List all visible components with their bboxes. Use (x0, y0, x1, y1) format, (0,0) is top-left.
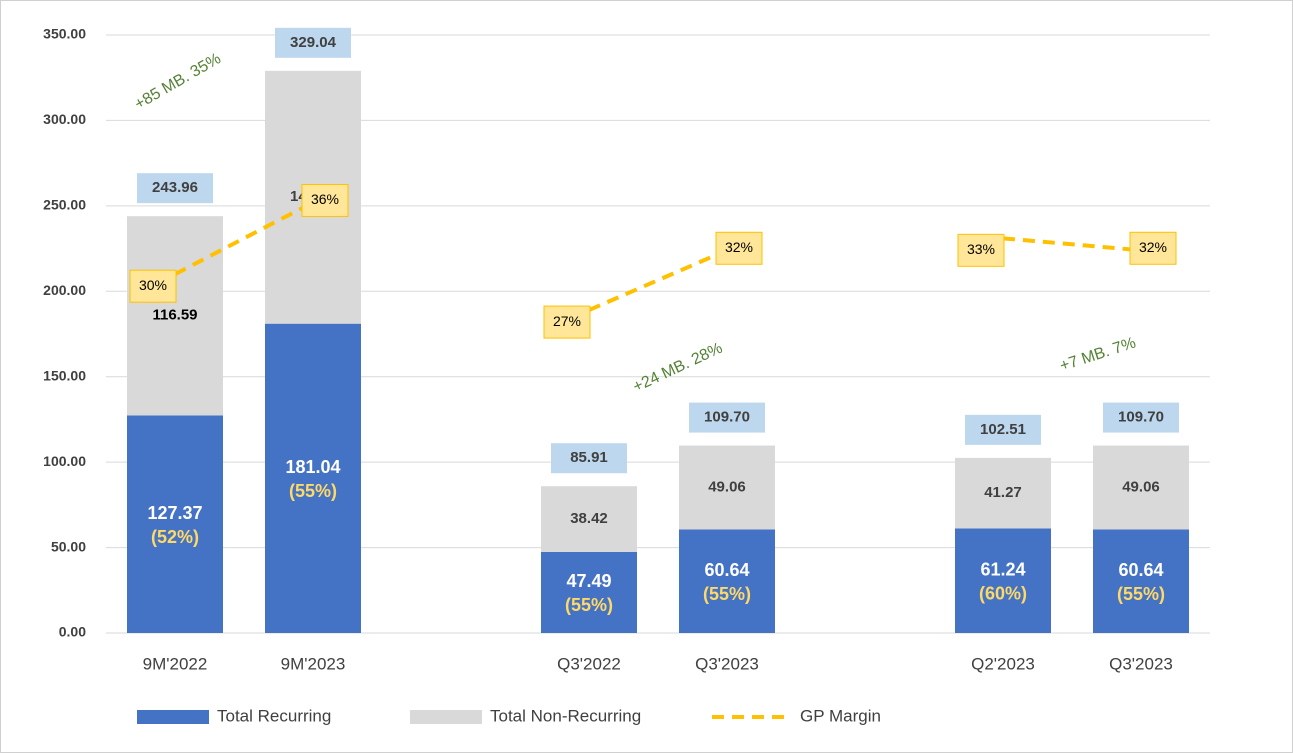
y-tick-label: 300.00 (43, 111, 86, 127)
bar-recurring (679, 529, 775, 633)
total-box (689, 402, 765, 433)
gp-margin-box (301, 183, 349, 217)
gp-margin-line (588, 248, 728, 312)
total-box (965, 414, 1041, 445)
non-recurring-label: 49.06 (1122, 478, 1160, 495)
bar-non-recurring (955, 457, 1051, 529)
y-tick-label: 100.00 (43, 453, 86, 469)
share-label: (60%) (979, 583, 1027, 603)
bar-non-recurring (679, 445, 775, 530)
total-box (1103, 402, 1179, 433)
y-tick-label: 200.00 (43, 282, 86, 298)
recurring-label: 60.64 (1118, 560, 1163, 580)
total-label: 329.04 (290, 34, 337, 51)
gp-margin-label: 30% (139, 277, 167, 293)
recurring-label: 47.49 (566, 571, 611, 591)
gp-margin-box (1129, 231, 1177, 265)
bar-recurring (955, 528, 1051, 633)
bar-recurring (541, 551, 637, 633)
non-recurring-label: 41.27 (984, 484, 1022, 501)
total-label: 109.70 (704, 409, 750, 426)
total-label: 85.91 (570, 449, 608, 466)
non-recurring-label: 49.06 (708, 478, 746, 495)
share-label: (55%) (565, 595, 613, 615)
x-tick-label: 9M'2022 (143, 654, 208, 673)
y-tick-label: 150.00 (43, 367, 86, 383)
total-label: 109.70 (1118, 409, 1164, 426)
non-recurring-label: 116.59 (152, 307, 197, 324)
x-tick-label: Q3'2022 (557, 654, 621, 673)
y-tick-label: 50.00 (51, 538, 86, 554)
gp-margin-label: 32% (725, 239, 753, 255)
gp-margin-label: 27% (553, 313, 581, 329)
total-label: 102.51 (980, 421, 1026, 438)
recurring-label: 60.64 (704, 560, 749, 580)
x-tick-label: Q2'2023 (971, 654, 1035, 673)
recurring-label: 127.37 (147, 503, 202, 523)
gp-margin-label: 32% (1139, 239, 1167, 255)
share-label: (52%) (151, 527, 199, 547)
legend-label: Total Non-Recurring (490, 706, 641, 725)
bar-recurring (265, 323, 361, 633)
gp-margin-box (715, 231, 763, 265)
gp-margin-line (1002, 236, 1142, 253)
legend-label: GP Margin (800, 706, 881, 725)
share-label: (55%) (1117, 584, 1165, 604)
x-tick-label: Q3'2023 (1109, 654, 1173, 673)
x-tick-label: 9M'2023 (281, 654, 346, 673)
bar-non-recurring (1093, 445, 1189, 530)
bar-non-recurring (541, 486, 637, 552)
total-box (551, 443, 627, 474)
gp-margin-box (543, 305, 591, 339)
y-tick-label: 350.00 (43, 26, 86, 42)
y-tick-label: 0.00 (59, 624, 86, 640)
x-tick-label: Q3'2023 (695, 654, 759, 673)
total-box (137, 173, 213, 204)
total-label: 243.96 (152, 179, 198, 196)
legend-swatch (410, 710, 482, 724)
non-recurring-label: 38.42 (570, 510, 608, 527)
gp-margin-line (174, 200, 314, 276)
legend-label: Total Recurring (217, 706, 331, 725)
share-label: (55%) (703, 584, 751, 604)
bar-non-recurring (127, 216, 223, 416)
gp-margin-label: 33% (967, 241, 995, 257)
recurring-label: 61.24 (980, 559, 1025, 579)
y-tick-label: 250.00 (43, 197, 86, 213)
gp-margin-label: 36% (311, 191, 339, 207)
share-label: (55%) (289, 481, 337, 501)
total-box (275, 27, 351, 58)
gp-margin-box (957, 233, 1005, 267)
gp-margin-box (129, 269, 177, 303)
recurring-label: 181.04 (285, 457, 340, 477)
bar-recurring (1093, 529, 1189, 633)
bar-recurring (127, 415, 223, 633)
legend-swatch (137, 710, 209, 724)
